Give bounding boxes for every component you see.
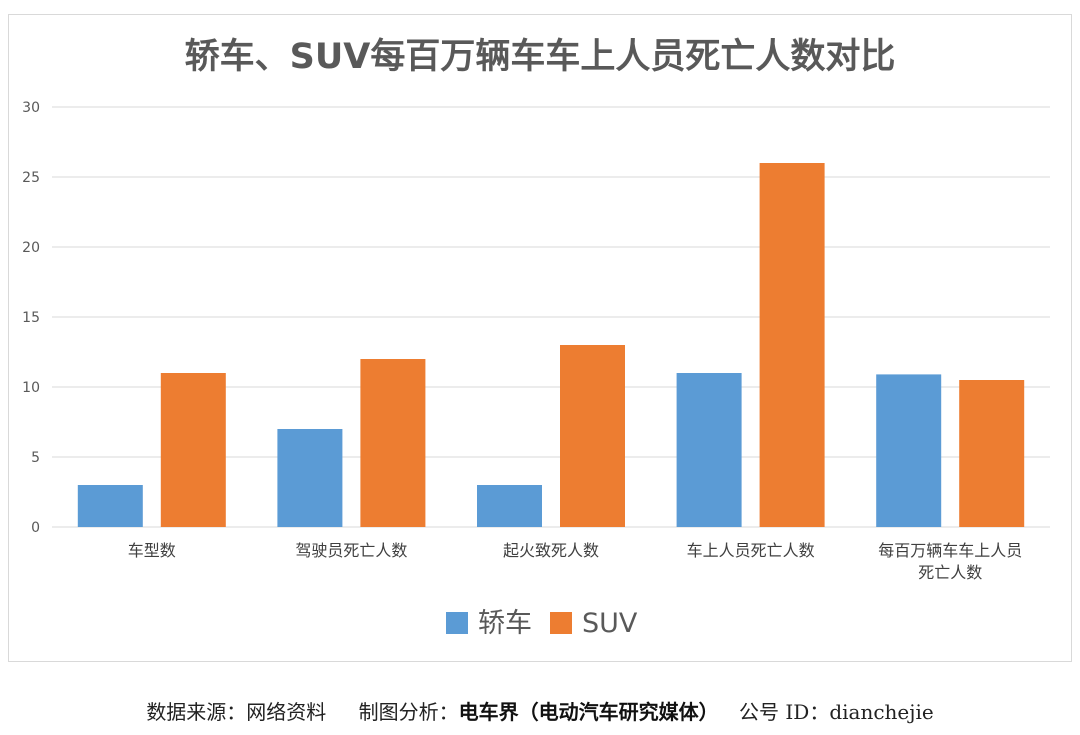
footer: 数据来源：网络资料 制图分析：电车界（电动汽车研究媒体） 公号 ID：dianc… (0, 696, 1080, 728)
bar-suv (759, 163, 825, 527)
y-tick-label: 25 (22, 170, 40, 186)
bar-chart: 轿车、SUV每百万辆车车上人员死亡人数对比 0 5 10 15 20 25 30 车型数 驾驶… (22, 37, 1050, 639)
y-axis-ticks: 0 5 10 15 20 25 30 (22, 100, 40, 536)
made-by: 电车界（电动汽车研究媒体） (458, 700, 719, 724)
y-tick-label: 10 (22, 380, 40, 396)
x-category-label: 驾驶员死亡人数 (295, 541, 407, 560)
made-label: 制图分析： (358, 700, 459, 724)
bar-sedan (676, 373, 742, 527)
bar-suv (560, 345, 625, 527)
bar-sedan (876, 374, 942, 527)
bars (77, 163, 1025, 527)
y-tick-label: 30 (22, 100, 40, 116)
source-note: 数据来源：网络资料 (146, 700, 327, 724)
x-category-label: 车型数 (128, 541, 176, 560)
legend-label: SUV (582, 608, 638, 639)
legend: 轿车 SUV (446, 608, 638, 639)
bar-suv (959, 380, 1025, 527)
x-category-label: 车上人员死亡人数 (687, 541, 815, 560)
legend-label: 轿车 (478, 608, 532, 639)
y-tick-label: 5 (31, 450, 40, 466)
bar-sedan (477, 485, 542, 527)
chart-frame (8, 14, 1072, 662)
bar-suv (360, 359, 426, 527)
x-axis-labels: 车型数 驾驶员死亡人数 起火致死人数 车上人员死亡人数 每百万辆车车上人员死亡人数 (128, 541, 1022, 582)
y-tick-label: 15 (22, 310, 40, 326)
y-tick-label: 0 (31, 520, 40, 536)
legend-swatch (550, 612, 572, 634)
wechat-id: 公号 ID：dianchejie (739, 700, 934, 724)
chart-title: 轿车、SUV每百万辆车车上人员死亡人数对比 (185, 37, 896, 77)
bar-sedan (77, 485, 143, 527)
legend-swatch (446, 612, 468, 634)
x-category-label: 每百万辆车车上人员死亡人数 (878, 541, 1022, 582)
x-category-label: 起火致死人数 (503, 541, 599, 560)
bar-suv (160, 373, 226, 527)
y-tick-label: 20 (22, 240, 40, 256)
bar-sedan (277, 429, 343, 527)
